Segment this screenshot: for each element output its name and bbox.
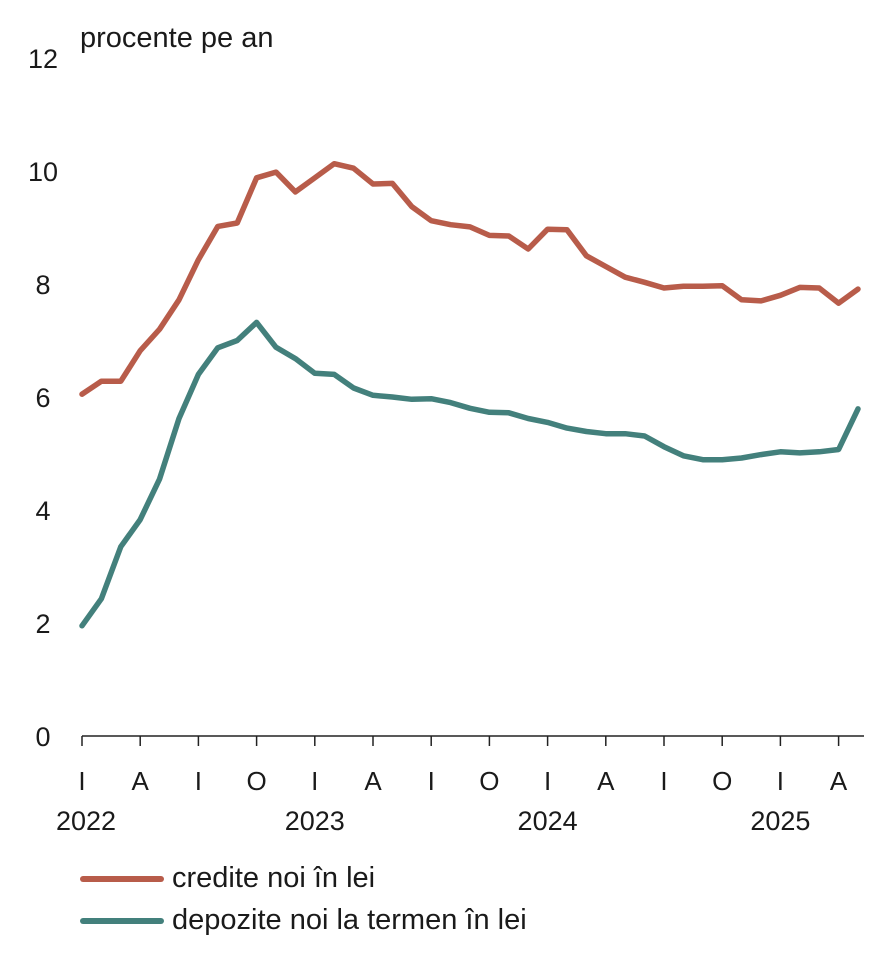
x-year-label: 2022 — [56, 806, 116, 836]
y-tick-label: 4 — [35, 496, 50, 526]
x-tick-label: I — [660, 766, 667, 796]
x-tick-label: I — [311, 766, 318, 796]
legend-item-credite: credite noi în lei — [80, 862, 375, 895]
x-tick-label: I — [544, 766, 551, 796]
y-tick-label: 8 — [35, 270, 50, 300]
series-line-depozite — [79, 319, 861, 629]
y-tick-label: 12 — [28, 44, 58, 74]
series-line-credite — [79, 160, 861, 397]
y-axis: 0 2 4 6 8 10 12 — [28, 44, 58, 752]
y-tick-label: 0 — [35, 722, 50, 752]
y-axis-unit-label: procente pe an — [80, 22, 274, 54]
x-axis: I A I O I A I O I A I O I A 2022 2023 2024 2025 — [56, 735, 864, 836]
legend-label-depozite: depozite noi la termen în lei — [172, 904, 527, 936]
x-year-label: 2025 — [750, 806, 810, 836]
legend-swatch-depozite — [80, 917, 164, 924]
y-tick-label: 6 — [35, 383, 50, 413]
x-tick-label: O — [246, 766, 266, 796]
x-tick-label: A — [364, 766, 382, 796]
legend-item-depozite: depozite noi la termen în lei — [80, 904, 527, 937]
x-tick-label: O — [712, 766, 732, 796]
x-tick-label: I — [428, 766, 435, 796]
y-tick-label: 2 — [35, 609, 50, 639]
x-tick-label: I — [777, 766, 784, 796]
x-tick-label: I — [78, 766, 85, 796]
x-tick-label: A — [830, 766, 848, 796]
legend-label-credite: credite noi în lei — [172, 862, 376, 894]
x-tick-label: I — [195, 766, 202, 796]
x-tick-label: A — [597, 766, 615, 796]
x-year-label: 2024 — [518, 806, 578, 836]
x-year-label: 2023 — [285, 806, 345, 836]
x-tick-label: O — [479, 766, 499, 796]
y-tick-label: 10 — [28, 157, 58, 187]
x-tick-label: A — [132, 766, 150, 796]
series-layer — [79, 160, 861, 629]
legend-swatch-credite — [80, 875, 164, 882]
